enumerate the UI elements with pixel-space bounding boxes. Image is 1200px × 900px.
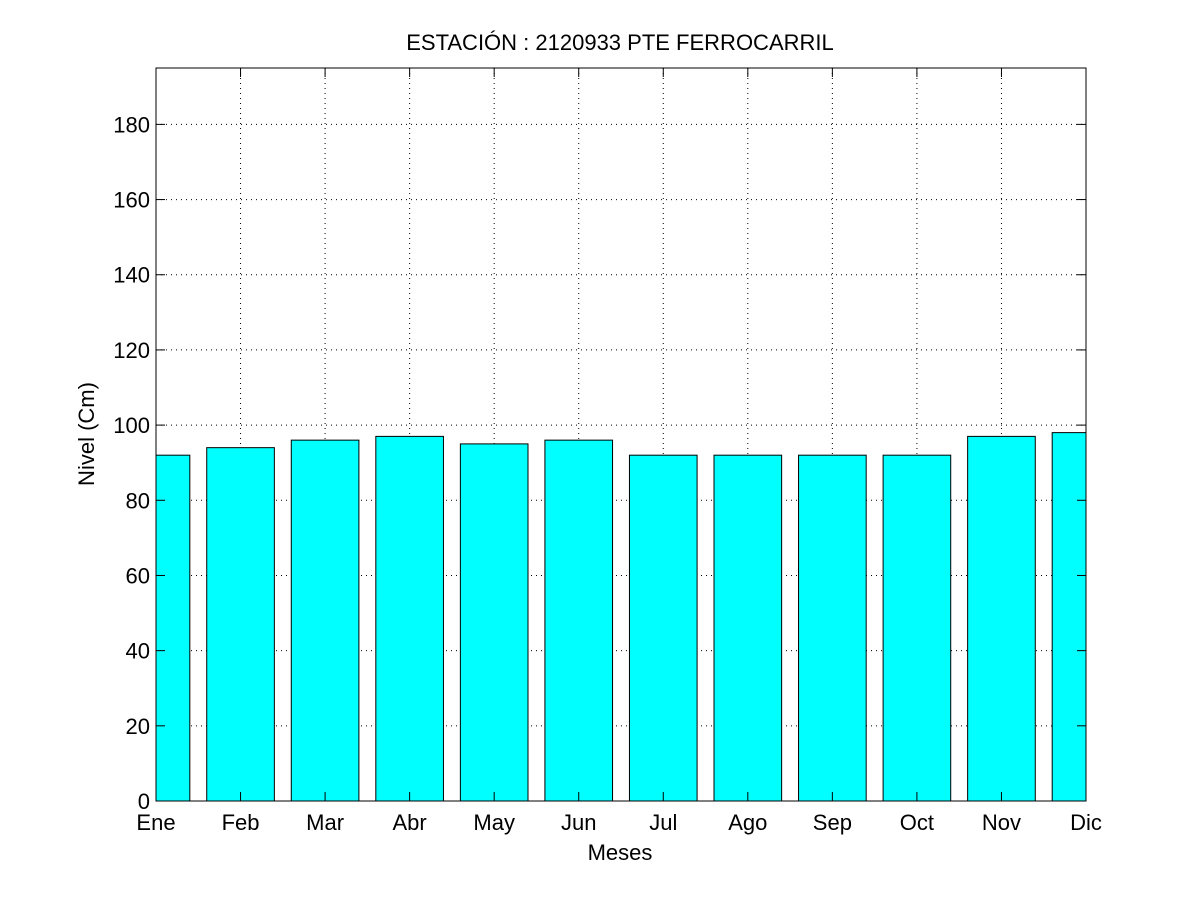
x-tick-label: Sep [813,810,852,835]
y-tick-label: 60 [126,563,150,588]
x-tick-label: Jun [561,810,596,835]
tick-marks [155,68,1087,802]
x-tick-label: May [473,810,515,835]
bar [290,439,360,802]
x-tick-label: Ago [728,810,767,835]
x-axis-title: Meses [588,840,653,865]
x-tick-labels: Ene Feb Mar Abr May Jun Jul Ago Sep Oct Nov Dic [136,810,1101,835]
x-tick-label: Feb [222,810,260,835]
y-tick-label: 0 [138,789,150,814]
bar [798,454,867,802]
y-tick-label: 20 [126,714,150,739]
bar [713,454,783,802]
x-tick-label: Abr [393,810,427,835]
bar [206,447,275,802]
y-tick-label: 80 [126,488,150,513]
bar [628,454,698,802]
y-tick-label: 120 [113,338,150,363]
y-tick-label: 40 [126,639,150,664]
bar [375,435,444,802]
bar [882,454,952,802]
bar [544,439,614,802]
x-tick-label: Mar [306,810,344,835]
y-tick-label: 140 [113,263,150,288]
x-tick-label: Nov [982,810,1021,835]
y-tick-label: 160 [113,188,150,213]
plot-frame [155,67,1087,802]
y-axis-title: Nivel (Cm) [74,382,99,486]
y-tick-label: 100 [113,413,150,438]
bar [155,454,191,802]
bar [1051,432,1087,802]
x-tick-label: Oct [900,810,934,835]
bars [155,432,1087,802]
bar [967,435,1036,802]
x-tick-label: Jul [649,810,677,835]
bar [459,443,529,802]
chart-title: ESTACIÓN : 2120933 PTE FERROCARRIL [406,30,834,55]
x-tick-label: Dic [1070,810,1102,835]
y-tick-labels: 0 20 40 60 80 100 120 140 160 180 [113,112,150,814]
y-tick-label: 180 [113,112,150,137]
x-tick-label: Ene [136,810,175,835]
